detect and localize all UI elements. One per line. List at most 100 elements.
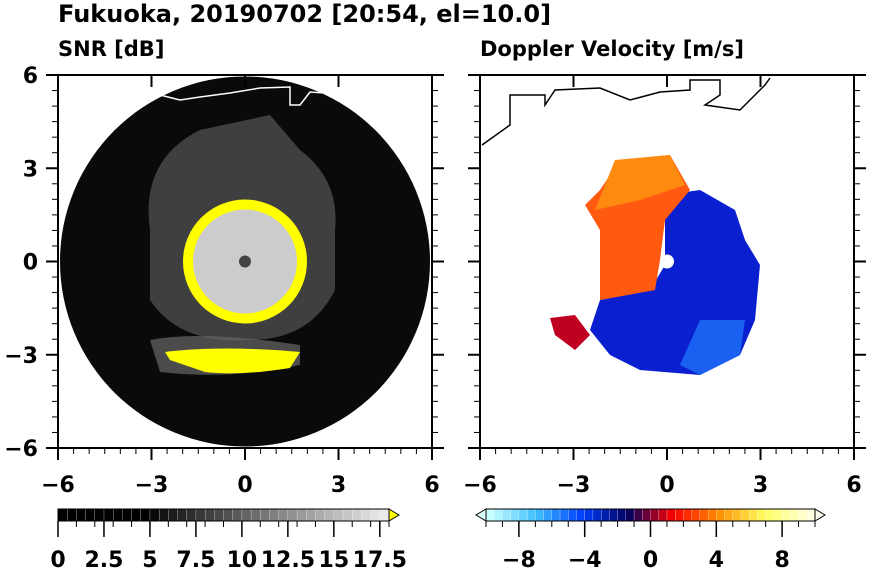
colorbar-swatch [333,508,344,522]
colorbar-swatch [269,508,280,522]
colorbar-tick-label: 0 [50,548,65,570]
colorbar-swatch [790,508,800,522]
colorbar-swatch [658,508,668,522]
colorbar-tick-label: −4 [568,548,602,570]
y-tick-label: 0 [23,251,38,276]
y-tick-label: 6 [23,64,38,89]
colorbar-swatch [232,508,243,522]
colorbar-swatch [214,508,224,522]
colorbar-swatch [518,508,528,522]
colorbar-swatch [675,508,684,522]
colorbar-over-triangle [814,508,826,522]
colorbar-swatch [103,508,114,522]
colorbar-swatch [683,508,693,522]
colorbar-swatch [740,508,750,522]
colorbar-swatch [584,508,594,522]
colorbar-swatch [650,508,660,522]
colorbar-swatch [757,508,767,522]
x-tick-label: −3 [557,473,591,498]
colorbar-swatch [781,508,791,522]
colorbar-tick-label: 12.5 [261,548,315,570]
colorbar-swatch [204,508,215,522]
colorbar-swatch [798,508,808,522]
doppler-panel: −6 −3 0 3 6 [463,74,866,498]
colorbar-tick-label: 17.5 [353,548,407,570]
doppler-receding-fast [680,320,745,375]
colorbar-swatch [94,508,105,522]
colorbar-tick-label: 8 [774,548,789,570]
radar-site-marker [660,254,674,269]
colorbar-over-triangle [388,508,400,522]
colorbar-swatch [361,508,372,522]
colorbar-swatch [642,508,651,522]
colorbar-swatch [707,508,717,522]
colorbar-swatch [131,508,142,522]
colorbar-swatch [568,508,577,522]
colorbar-swatch [76,508,87,522]
colorbar-swatch [699,508,709,522]
radar-site-marker [239,255,251,268]
snr-panel: −6 −3 0 3 6 6 3 0 −3 −6 [4,64,444,498]
y-tick-label: −6 [4,437,38,462]
colorbar-swatch [535,508,545,522]
colorbar-tick-label: 4 [709,548,724,570]
colorbar-tick-label: 2.5 [84,548,123,570]
colorbar-swatch [186,508,197,522]
colorbar-swatch [551,508,561,522]
figure-title: Fukuoka, 20190702 [20:54, el=10.0] [58,0,551,28]
colorbar-swatch [543,508,553,522]
colorbar-swatch [617,508,627,522]
colorbar-swatch [732,508,742,522]
colorbar-swatch [315,508,326,522]
colorbar-swatch [287,508,298,522]
colorbar-swatch [158,508,169,522]
colorbar-swatch [494,508,503,522]
colorbar-tick-label: 10 [227,548,258,570]
colorbar-swatch [223,508,234,522]
colorbar-swatch [250,508,261,522]
x-tick-label: 6 [846,473,861,498]
y-tick-label: −3 [4,344,38,369]
coastline [481,77,771,146]
colorbar-swatch [691,508,701,522]
x-tick-label: 0 [237,473,252,498]
x-tick-label: 3 [753,473,768,498]
colorbar-swatch [609,508,619,522]
colorbar-swatch [773,508,783,522]
x-tick-label: −3 [135,473,169,498]
colorbar-tick-label: −8 [502,548,536,570]
snr-panel-title: SNR [dB] [58,37,164,61]
colorbar-swatch [177,508,188,522]
colorbar-swatch [379,508,390,522]
x-tick-label: −6 [41,473,75,498]
colorbar-swatch [502,508,512,522]
colorbar-swatch [67,508,77,522]
colorbar-swatch [241,508,252,522]
colorbar-swatch [485,508,495,522]
colorbar-tick-label: 5 [142,548,157,570]
y-tick-label: 3 [23,157,38,182]
colorbar-swatch [765,508,775,522]
colorbar-tick-label: 7.5 [176,548,215,570]
doppler-colorbar: −8 −4 0 4 8 [475,508,826,573]
x-tick-label: −6 [463,473,497,498]
colorbar-swatch [666,508,676,522]
x-tick-label: 3 [331,473,346,498]
colorbar-swatch [633,508,643,522]
colorbar-tick-label: 0 [643,548,658,570]
colorbar-swatch [625,508,635,522]
colorbar-swatch [716,508,725,522]
colorbar-swatch [324,508,335,522]
x-tick-label: 6 [424,473,439,498]
colorbar-swatch [370,508,381,522]
snr-colorbar: 0 2.5 5 7.5 10 12.5 15 17.5 [50,508,407,573]
colorbar-swatch [260,508,270,522]
colorbar-swatch [724,508,734,522]
colorbar-swatch [140,508,151,522]
colorbar-swatch [576,508,586,522]
doppler-panel-title: Doppler Velocity [m/s] [480,37,744,61]
doppler-southwest-echo [550,315,590,350]
colorbar-swatch [806,508,816,522]
colorbar-swatch [342,508,353,522]
